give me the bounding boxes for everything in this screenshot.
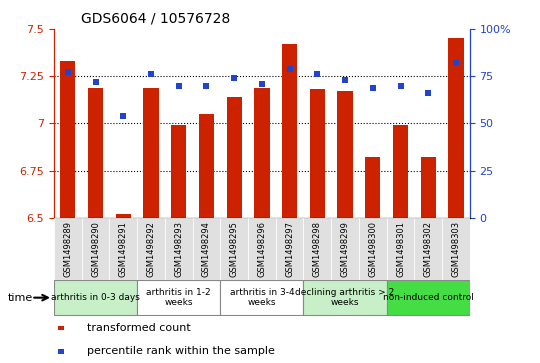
Bar bbox=[116, 214, 131, 218]
FancyBboxPatch shape bbox=[359, 218, 387, 280]
Text: GSM1498299: GSM1498299 bbox=[341, 221, 349, 277]
FancyBboxPatch shape bbox=[137, 218, 165, 280]
Text: time: time bbox=[8, 293, 33, 303]
FancyBboxPatch shape bbox=[331, 218, 359, 280]
Bar bbox=[199, 114, 214, 218]
Bar bbox=[60, 61, 76, 218]
Text: GSM1498296: GSM1498296 bbox=[258, 221, 266, 277]
Text: GSM1498291: GSM1498291 bbox=[119, 221, 128, 277]
Bar bbox=[338, 91, 353, 218]
FancyBboxPatch shape bbox=[303, 280, 387, 315]
FancyBboxPatch shape bbox=[442, 218, 470, 280]
Text: GSM1498295: GSM1498295 bbox=[230, 221, 239, 277]
Text: GSM1498300: GSM1498300 bbox=[368, 221, 377, 277]
Text: GSM1498302: GSM1498302 bbox=[424, 221, 433, 277]
Text: arthritis in 0-3 days: arthritis in 0-3 days bbox=[51, 293, 140, 302]
FancyBboxPatch shape bbox=[276, 218, 303, 280]
Bar bbox=[448, 38, 463, 218]
Bar bbox=[254, 87, 269, 218]
Bar bbox=[227, 97, 242, 218]
FancyBboxPatch shape bbox=[193, 218, 220, 280]
FancyBboxPatch shape bbox=[387, 218, 414, 280]
Text: arthritis in 1-2
weeks: arthritis in 1-2 weeks bbox=[146, 288, 211, 307]
Bar bbox=[393, 125, 408, 218]
Text: arthritis in 3-4
weeks: arthritis in 3-4 weeks bbox=[230, 288, 294, 307]
Text: transformed count: transformed count bbox=[87, 323, 191, 333]
Text: GSM1498289: GSM1498289 bbox=[63, 221, 72, 277]
FancyBboxPatch shape bbox=[110, 218, 137, 280]
Bar bbox=[58, 349, 64, 354]
Text: GDS6064 / 10576728: GDS6064 / 10576728 bbox=[81, 11, 230, 25]
Bar bbox=[144, 87, 159, 218]
Text: non-induced control: non-induced control bbox=[383, 293, 474, 302]
Text: GSM1498297: GSM1498297 bbox=[285, 221, 294, 277]
Bar bbox=[58, 326, 64, 330]
FancyBboxPatch shape bbox=[82, 218, 110, 280]
FancyBboxPatch shape bbox=[220, 218, 248, 280]
FancyBboxPatch shape bbox=[54, 218, 82, 280]
FancyBboxPatch shape bbox=[414, 218, 442, 280]
Bar bbox=[365, 158, 380, 218]
FancyBboxPatch shape bbox=[387, 280, 470, 315]
FancyBboxPatch shape bbox=[54, 280, 137, 315]
Text: GSM1498301: GSM1498301 bbox=[396, 221, 405, 277]
Bar bbox=[88, 87, 103, 218]
Text: GSM1498292: GSM1498292 bbox=[146, 221, 156, 277]
Bar bbox=[310, 89, 325, 218]
Bar bbox=[282, 44, 297, 218]
FancyBboxPatch shape bbox=[248, 218, 276, 280]
Text: GSM1498293: GSM1498293 bbox=[174, 221, 183, 277]
Text: GSM1498303: GSM1498303 bbox=[451, 221, 461, 277]
Text: declining arthritis > 2
weeks: declining arthritis > 2 weeks bbox=[295, 288, 395, 307]
FancyBboxPatch shape bbox=[220, 280, 303, 315]
Bar bbox=[171, 125, 186, 218]
Text: percentile rank within the sample: percentile rank within the sample bbox=[87, 346, 275, 356]
Text: GSM1498298: GSM1498298 bbox=[313, 221, 322, 277]
Text: GSM1498294: GSM1498294 bbox=[202, 221, 211, 277]
Bar bbox=[421, 158, 436, 218]
Text: GSM1498290: GSM1498290 bbox=[91, 221, 100, 277]
FancyBboxPatch shape bbox=[303, 218, 331, 280]
FancyBboxPatch shape bbox=[137, 280, 220, 315]
FancyBboxPatch shape bbox=[165, 218, 193, 280]
